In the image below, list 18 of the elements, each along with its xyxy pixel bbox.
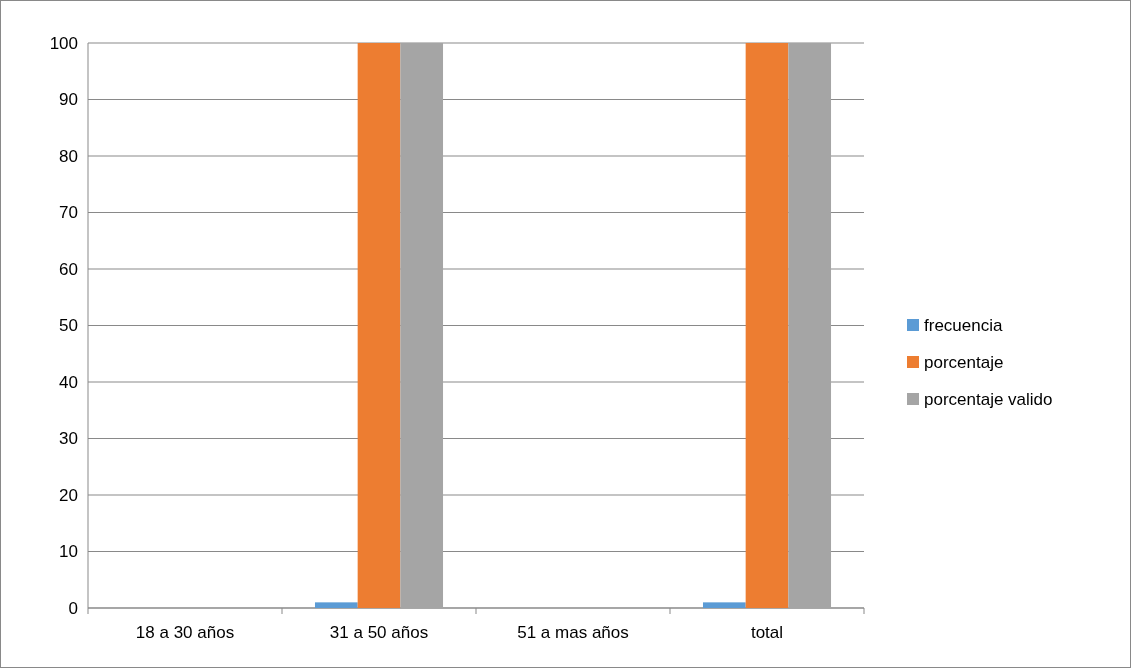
x-tick-label: 31 a 50 años [329, 623, 429, 642]
legend-label: frecuencia [924, 315, 1003, 335]
y-tick-label: 70 [59, 203, 78, 223]
x-tick-label: 51 a mas años [517, 623, 629, 642]
y-tick-label: 90 [59, 90, 78, 110]
y-tick-label: 10 [59, 542, 78, 562]
y-tick-label: 0 [68, 598, 78, 618]
x-tick-label: 18 a 30 años [135, 623, 235, 642]
y-tick-label: 20 [59, 485, 78, 505]
y-tick-label: 40 [59, 372, 78, 392]
y-tick-label: 50 [59, 316, 78, 336]
y-tick-label: 30 [59, 429, 78, 449]
x-tick-label: total [750, 623, 784, 642]
legend-label: porcentaje [924, 352, 1004, 372]
legend-label: porcentaje valido [924, 389, 1053, 409]
y-tick-label: 60 [59, 259, 78, 279]
y-tick-label: 80 [59, 146, 78, 166]
y-tick-label: 100 [49, 33, 78, 53]
